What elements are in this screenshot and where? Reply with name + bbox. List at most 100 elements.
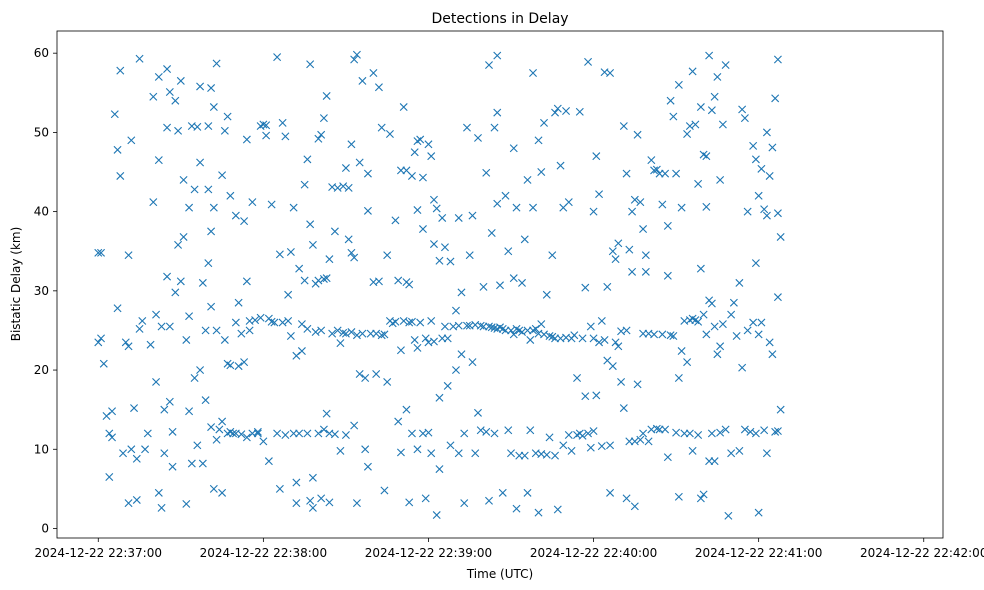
data-point-467 xyxy=(677,347,686,356)
data-point-331 xyxy=(509,144,518,153)
data-point-365 xyxy=(548,251,557,260)
data-point-491 xyxy=(702,330,711,339)
data-point-503 xyxy=(716,175,725,184)
data-point-502 xyxy=(713,350,722,359)
data-point-279 xyxy=(443,334,452,343)
data-point-508 xyxy=(721,61,730,70)
data-point-402 xyxy=(597,316,606,325)
data-point-451 xyxy=(658,330,667,339)
data-point-327 xyxy=(504,247,513,256)
data-point-256 xyxy=(418,173,427,182)
data-point-504 xyxy=(716,342,725,351)
data-point-452 xyxy=(661,169,670,178)
data-point-412 xyxy=(608,362,617,371)
data-point-540 xyxy=(765,338,774,347)
data-point-69 xyxy=(196,82,205,91)
chart-title: Detections in Delay xyxy=(431,11,568,27)
data-point-50 xyxy=(171,96,180,105)
data-point-294 xyxy=(462,321,471,330)
data-point-481 xyxy=(694,317,703,326)
data-point-355 xyxy=(534,508,543,517)
data-point-74 xyxy=(201,326,210,335)
data-point-153 xyxy=(300,180,309,189)
data-point-360 xyxy=(540,330,549,339)
data-point-346 xyxy=(526,335,535,344)
data-point-90 xyxy=(218,171,227,180)
data-point-165 xyxy=(311,328,320,337)
data-point-109 xyxy=(240,217,249,226)
data-point-441 xyxy=(644,437,653,446)
data-point-534 xyxy=(760,205,769,214)
data-point-10 xyxy=(110,110,119,119)
data-point-203 xyxy=(352,331,361,340)
data-point-496 xyxy=(707,299,716,308)
data-point-339 xyxy=(518,278,527,287)
data-point-453 xyxy=(661,425,670,434)
data-point-281 xyxy=(446,257,455,266)
y-tick-label-3: 30 xyxy=(34,284,49,298)
data-point-284 xyxy=(451,306,460,315)
data-point-272 xyxy=(435,256,444,265)
data-point-44 xyxy=(163,272,172,281)
data-point-257 xyxy=(418,225,427,234)
x-tick-label-0: 2024-12-22 22:37:00 xyxy=(35,546,162,560)
data-point-357 xyxy=(537,320,546,329)
data-point-36 xyxy=(154,156,163,165)
data-point-430 xyxy=(630,502,639,511)
data-point-264 xyxy=(427,152,436,161)
data-point-349 xyxy=(529,203,538,212)
data-point-518 xyxy=(738,363,747,372)
data-point-119 xyxy=(253,427,262,436)
data-point-76 xyxy=(204,122,213,131)
data-point-274 xyxy=(435,465,444,474)
data-point-280 xyxy=(443,381,452,390)
data-point-356 xyxy=(537,168,546,176)
data-point-435 xyxy=(639,225,648,234)
data-point-266 xyxy=(427,449,436,458)
data-point-66 xyxy=(190,373,199,382)
data-point-28 xyxy=(141,445,150,454)
data-point-442 xyxy=(647,156,656,165)
data-point-537 xyxy=(762,211,771,220)
data-point-471 xyxy=(683,358,692,367)
data-point-180 xyxy=(325,498,334,507)
data-point-198 xyxy=(347,328,356,337)
data-point-408 xyxy=(606,68,615,77)
data-point-111 xyxy=(242,135,251,144)
data-point-536 xyxy=(762,128,771,137)
x-tick-label-2: 2024-12-22 22:39:00 xyxy=(365,546,492,560)
data-point-168 xyxy=(314,429,323,438)
data-point-285 xyxy=(451,366,460,375)
data-point-399 xyxy=(592,391,601,400)
data-point-6 xyxy=(105,429,114,438)
data-point-115 xyxy=(245,326,254,335)
data-point-477 xyxy=(688,446,697,455)
data-point-178 xyxy=(325,255,334,264)
data-point-232 xyxy=(394,276,403,285)
x-axis-label: Time (UTC) xyxy=(466,567,533,581)
data-point-219 xyxy=(374,83,383,92)
data-point-403 xyxy=(597,442,606,451)
data-point-432 xyxy=(633,380,642,389)
data-point-470 xyxy=(683,129,692,138)
data-point-172 xyxy=(319,114,328,123)
data-point-495 xyxy=(707,106,716,115)
y-axis-ticks: 0 10 20 30 40 50 60 xyxy=(34,46,57,535)
data-point-26 xyxy=(135,324,144,333)
data-point-273 xyxy=(435,393,444,402)
data-point-75 xyxy=(201,396,210,405)
data-point-106 xyxy=(234,362,243,371)
data-point-297 xyxy=(468,211,477,220)
data-point-375 xyxy=(559,441,568,450)
data-point-492 xyxy=(705,51,714,60)
data-point-233 xyxy=(394,417,403,426)
y-tick-label-5: 50 xyxy=(34,125,49,139)
data-point-110 xyxy=(240,358,249,367)
data-point-149 xyxy=(295,264,304,273)
data-point-484 xyxy=(696,264,705,273)
x-tick-label-5: 2024-12-22 22:42:00 xyxy=(860,546,984,560)
data-point-393 xyxy=(586,322,595,331)
data-point-343 xyxy=(523,175,532,184)
data-point-213 xyxy=(363,462,372,471)
data-point-454 xyxy=(663,221,672,230)
